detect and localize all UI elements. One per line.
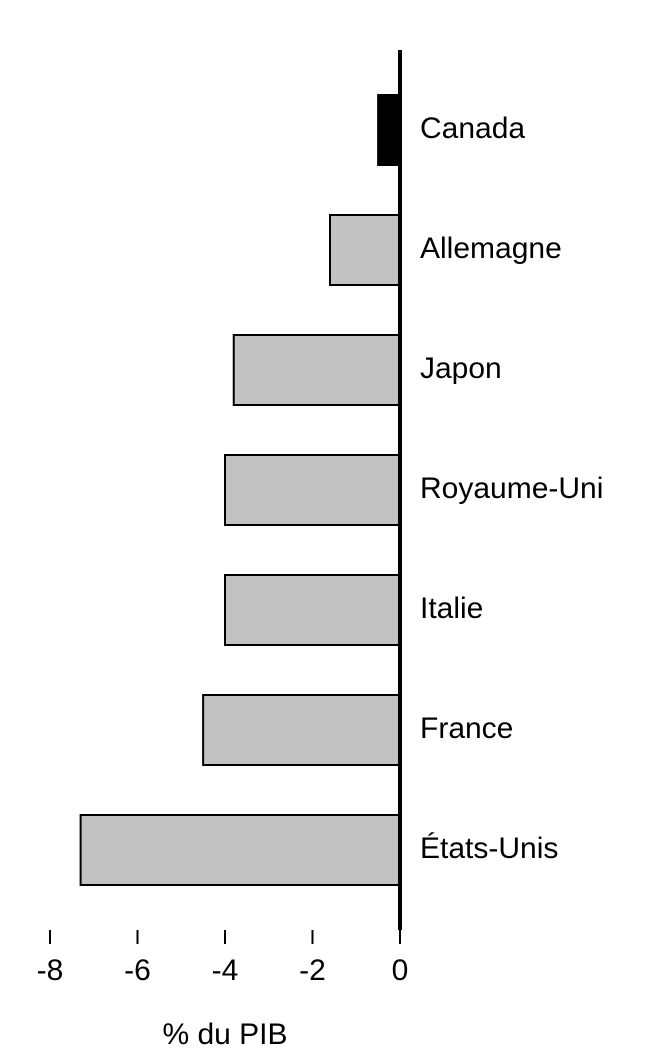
gdp-deficit-chart: Canada Allemagne Japon Royaume-Uni Italie Fra… (0, 0, 665, 1059)
bar-label: Royaume-Uni (420, 472, 603, 505)
x-tick-label: -6 (124, 954, 151, 987)
x-tick-label: -8 (37, 954, 64, 987)
bar-label: Canada (420, 112, 525, 145)
bar-canada (378, 95, 400, 165)
bar-label: Allemagne (420, 232, 562, 265)
bar-royaume-uni (225, 455, 400, 525)
bar-label: Japon (420, 352, 502, 385)
bar-label: États-Unis (420, 832, 558, 865)
x-axis-label: % du PIB (162, 1018, 287, 1051)
bar-france (203, 695, 400, 765)
x-tick-label: -2 (299, 954, 326, 987)
bar-italie (225, 575, 400, 645)
bar-japon (234, 335, 400, 405)
bar-label: Italie (420, 592, 483, 625)
x-tick-label: -4 (212, 954, 239, 987)
x-tick-label: 0 (392, 954, 409, 987)
bar-allemagne (330, 215, 400, 285)
bar-label: France (420, 712, 513, 745)
bar-états-unis (81, 815, 400, 885)
